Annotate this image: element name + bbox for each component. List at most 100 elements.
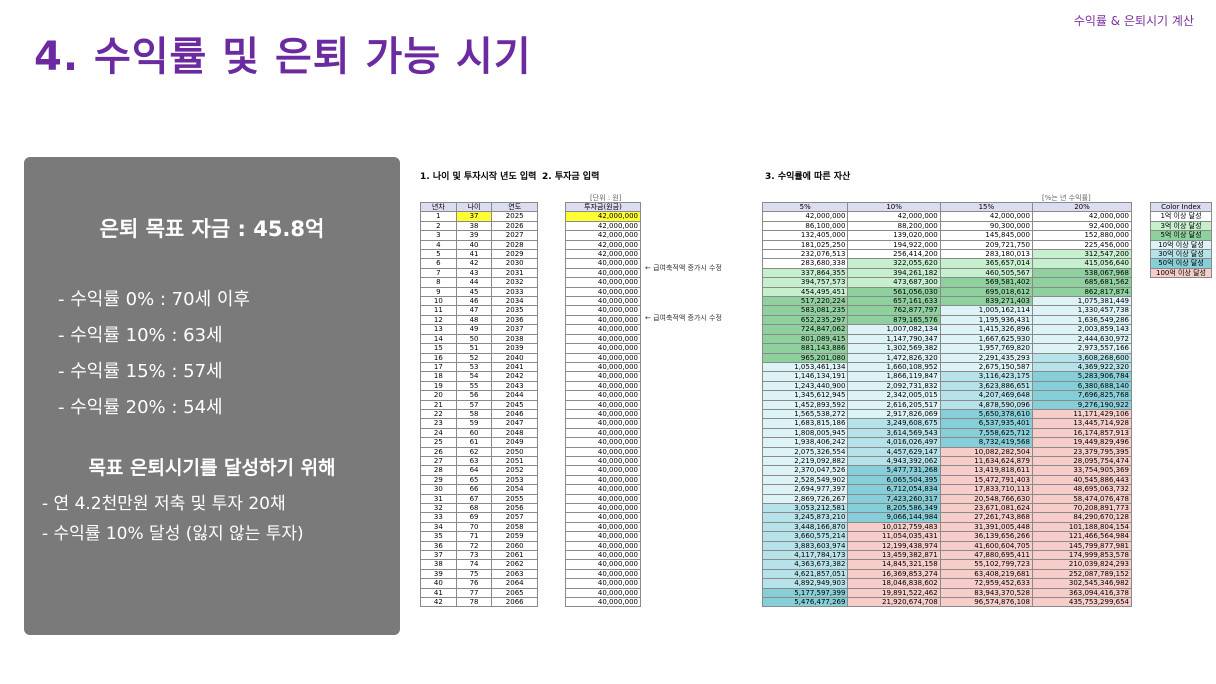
age-cell: 60 [455,427,493,439]
age-row: 3 39 2027 [420,230,538,241]
investment-row: 40,000,000 [565,352,641,363]
investment-row: 40,000,000 [565,418,641,429]
age-cell: 2044 [491,390,538,401]
age-cell: 10 [420,296,457,307]
age-cell: 50 [455,333,493,345]
asset-cell: 415,056,640 [1031,258,1133,269]
age-row: 26 62 2050 [420,446,538,457]
assets-row: 3,660,575,214 11,054,035,431 36,139,656,26… [761,531,1133,542]
age-cell: 2043 [491,380,538,392]
investment-cell: 40,000,000 [565,437,641,448]
asset-cell: 1,007,082,134 [847,324,941,335]
age-cell: 2032 [491,277,538,288]
rate-line-15: - 수익률 15% : 57세 [58,361,223,382]
investment-row: 40,000,000 [565,371,641,382]
asset-cell: 2,342,005,015 [847,390,941,401]
asset-cell: 256,414,200 [847,249,941,260]
action-return: - 수익률 10% 달성 (잃지 않는 투자) [42,524,304,544]
summary-panel: 은퇴 목표 자금 : 45.8억 - 수익률 0% : 70세 이후 - 수익률… [24,157,400,635]
investment-cell: 40,000,000 [565,333,641,345]
asset-cell: 5,283,906,784 [1031,371,1133,382]
asset-cell: 435,753,299,654 [1031,597,1133,608]
assets-row: 2,528,549,902 6,065,504,395 15,472,791,403… [761,474,1133,486]
assets-row: 2,219,092,882 4,943,392,062 11,634,624,879… [761,455,1133,467]
investment-cell: 40,000,000 [565,550,641,561]
age-cell: 2036 [491,314,538,326]
panel-subtitle: 목표 은퇴시기를 달성하기 위해 [88,457,336,479]
asset-cell: 58,474,076,478 [1031,493,1133,505]
age-cell: 1 [420,211,457,222]
age-cell: 6 [420,258,457,269]
asset-cell: 2,370,047,526 [761,465,849,476]
assets-row: 181,025,250 194,922,000 209,721,750 225,456… [761,239,1133,251]
investment-cell: 40,000,000 [565,559,641,570]
header-investment: 투자금(원금) [565,201,641,213]
asset-cell: 84,290,670,128 [1031,512,1133,523]
age-cell: 32 [420,502,457,514]
header-rate-10: 10% [847,201,941,213]
age-cell: 59 [455,418,493,429]
asset-cell: 569,581,402 [939,277,1033,288]
asset-cell: 2,675,150,587 [939,361,1033,373]
age-row: 10 46 2034 [420,296,538,307]
investment-row: 40,000,000 [565,258,641,269]
age-row: 36 72 2060 [420,540,538,552]
age-cell: 71 [455,531,493,542]
investment-row: 40,000,000 [565,314,641,326]
investment-row: 40,000,000 [565,540,641,552]
asset-cell: 9,276,190,922 [1031,399,1133,410]
age-row: 38 74 2062 [420,559,538,570]
asset-cell: 561,056,030 [847,286,941,298]
age-row: 5 41 2029 [420,249,538,260]
assets-row: 2,694,977,397 6,712,054,834 17,833,710,113… [761,484,1133,495]
asset-cell: 363,094,416,378 [1031,587,1133,599]
asset-cell: 3,623,886,651 [939,380,1033,392]
age-cell: 21 [420,399,457,410]
age-cell: 12 [420,314,457,326]
age-row: 21 57 2045 [420,399,538,410]
assets-row: 86,100,000 88,200,000 90,300,000 92,400,000 [761,220,1133,232]
asset-cell: 881,143,886 [761,343,849,354]
age-cell: 22 [420,408,457,420]
asset-cell: 92,400,000 [1031,220,1133,232]
assets-row: 4,621,857,051 16,369,853,274 63,408,219,68… [761,568,1133,580]
asset-cell: 1,866,119,847 [847,371,941,382]
age-cell: 2066 [491,597,538,608]
age-cell: 41 [420,587,457,599]
asset-cell: 2,219,092,882 [761,455,849,467]
asset-cell: 1,683,815,186 [761,418,849,429]
age-row: 13 49 2037 [420,324,538,335]
asset-cell: 40,545,886,443 [1031,474,1133,486]
investment-cell: 40,000,000 [565,408,641,420]
asset-cell: 3,245,873,210 [761,512,849,523]
age-cell: 62 [455,446,493,457]
asset-cell: 17,833,710,113 [939,484,1033,495]
age-cell: 39 [420,568,457,580]
age-cell: 8 [420,277,457,288]
asset-cell: 2,869,726,267 [761,493,849,505]
investment-cell: 40,000,000 [565,512,641,523]
investment-row: 40,000,000 [565,550,641,561]
asset-cell: 3,053,212,581 [761,502,849,514]
assets-row: 5,177,597,399 19,891,522,462 83,943,370,52… [761,587,1133,599]
asset-cell: 1,938,406,242 [761,437,849,448]
color-index-row: 5억 이상 달성 [1150,230,1212,241]
age-row: 42 78 2066 [420,597,538,608]
age-cell: 65 [455,474,493,486]
age-cell: 42 [420,597,457,608]
rate-line-20: - 수익률 20% : 54세 [58,397,223,418]
asset-cell: 70,208,891,773 [1031,502,1133,514]
assets-row: 1,452,893,592 2,616,205,517 4,878,590,096 9… [761,399,1133,410]
investment-row: 42,000,000 [565,220,641,232]
asset-cell: 3,608,268,600 [1031,352,1133,363]
investment-cell: 40,000,000 [565,578,641,589]
age-cell: 77 [455,587,493,599]
age-cell: 67 [455,493,493,505]
age-row: 16 52 2040 [420,352,538,363]
investment-row: 40,000,000 [565,502,641,514]
age-cell: 2061 [491,550,538,561]
asset-cell: 63,408,219,681 [939,568,1033,580]
asset-cell: 657,161,633 [847,296,941,307]
asset-cell: 19,449,829,496 [1031,437,1133,448]
investment-cell: 40,000,000 [565,352,641,363]
